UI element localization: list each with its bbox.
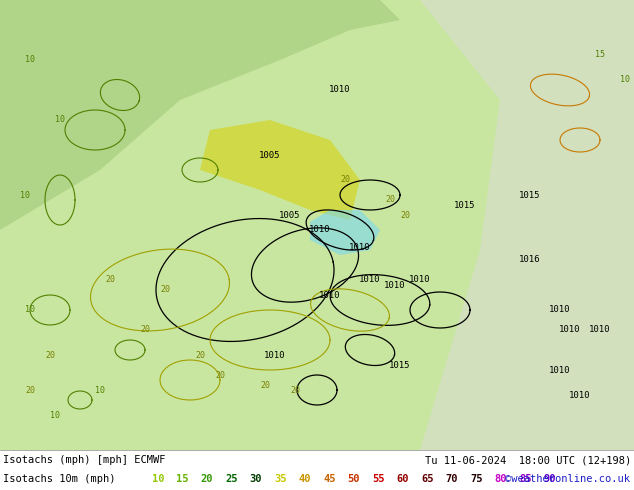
Text: 1010: 1010 xyxy=(329,85,351,95)
Text: 1010: 1010 xyxy=(264,350,286,360)
Polygon shape xyxy=(310,210,380,255)
Text: 25: 25 xyxy=(225,474,238,484)
Text: 1010: 1010 xyxy=(569,391,591,399)
Text: 65: 65 xyxy=(421,474,434,484)
Text: 90: 90 xyxy=(544,474,556,484)
Text: Isotachs (mph) [mph] ECMWF: Isotachs (mph) [mph] ECMWF xyxy=(3,455,165,465)
Text: 10: 10 xyxy=(50,411,60,419)
Text: 40: 40 xyxy=(299,474,311,484)
Text: 85: 85 xyxy=(519,474,532,484)
Text: 1010: 1010 xyxy=(410,275,430,285)
Text: 20: 20 xyxy=(160,286,170,294)
Text: 20: 20 xyxy=(400,211,410,220)
Text: 1005: 1005 xyxy=(259,150,281,160)
Text: 1010: 1010 xyxy=(559,325,581,335)
Text: 10: 10 xyxy=(25,55,35,65)
Text: 1010: 1010 xyxy=(549,366,571,374)
Text: 20: 20 xyxy=(385,196,395,204)
Text: 10: 10 xyxy=(95,386,105,394)
Text: 10: 10 xyxy=(152,474,164,484)
Text: 20: 20 xyxy=(260,381,270,390)
Text: 55: 55 xyxy=(372,474,385,484)
Text: 45: 45 xyxy=(323,474,336,484)
Text: 10: 10 xyxy=(20,191,30,199)
Text: 1005: 1005 xyxy=(279,211,301,220)
Polygon shape xyxy=(200,120,360,220)
Text: 1010: 1010 xyxy=(549,305,571,315)
Text: 1010: 1010 xyxy=(349,244,371,252)
Text: 20: 20 xyxy=(105,275,115,285)
Text: 10: 10 xyxy=(25,305,35,315)
Text: Isotachs 10m (mph): Isotachs 10m (mph) xyxy=(3,474,115,484)
Text: 15: 15 xyxy=(595,50,605,59)
Text: 70: 70 xyxy=(446,474,458,484)
Text: 1010: 1010 xyxy=(320,291,340,299)
Text: 1010: 1010 xyxy=(359,275,381,285)
Text: 50: 50 xyxy=(348,474,360,484)
Text: 35: 35 xyxy=(275,474,287,484)
Text: 1010: 1010 xyxy=(589,325,611,335)
Polygon shape xyxy=(0,0,400,230)
Text: 20: 20 xyxy=(195,350,205,360)
Text: 1016: 1016 xyxy=(519,255,541,265)
Text: Tu 11-06-2024  18:00 UTC (12+198): Tu 11-06-2024 18:00 UTC (12+198) xyxy=(425,455,631,465)
Text: 75: 75 xyxy=(470,474,482,484)
Text: 1010: 1010 xyxy=(309,225,331,235)
Text: 15: 15 xyxy=(176,474,189,484)
Text: 10: 10 xyxy=(55,116,65,124)
Text: 20: 20 xyxy=(215,370,225,379)
Text: 20: 20 xyxy=(290,386,300,394)
Text: 1015: 1015 xyxy=(454,200,476,210)
Text: 60: 60 xyxy=(397,474,410,484)
Text: 1010: 1010 xyxy=(384,280,406,290)
Text: 10: 10 xyxy=(620,75,630,84)
Text: 20: 20 xyxy=(25,386,35,394)
Text: 80: 80 xyxy=(495,474,507,484)
Text: 30: 30 xyxy=(250,474,262,484)
Text: ©weatheronline.co.uk: ©weatheronline.co.uk xyxy=(505,474,630,484)
Text: 20: 20 xyxy=(140,325,150,335)
Text: 20: 20 xyxy=(201,474,213,484)
Text: 1015: 1015 xyxy=(519,191,541,199)
Text: 1015: 1015 xyxy=(389,361,411,369)
Text: 20: 20 xyxy=(45,350,55,360)
Text: 20: 20 xyxy=(340,175,350,185)
Polygon shape xyxy=(420,0,634,450)
